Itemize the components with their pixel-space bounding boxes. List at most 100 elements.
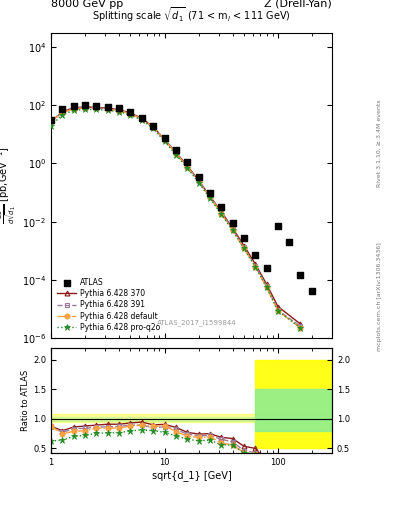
Pythia 6.428 391 (196, 178, 201, 184)
Pythia 6.428 391 (264, 283, 269, 289)
Pythia 6.428 pro-q2o (275, 308, 280, 314)
Pythia 6.428 370 (208, 193, 212, 199)
Pythia 6.428 pro-q2o (298, 325, 303, 331)
Pythia 6.428 370 (83, 104, 88, 110)
Pythia 6.428 391 (298, 323, 303, 329)
Text: ATLAS_2017_I1599844: ATLAS_2017_I1599844 (157, 319, 237, 326)
Pythia 6.428 391 (253, 263, 258, 269)
Pythia 6.428 pro-q2o (162, 138, 167, 144)
ATLAS (59, 105, 66, 113)
Text: Rivet 3.1.10, ≥ 3.4M events: Rivet 3.1.10, ≥ 3.4M events (377, 99, 382, 187)
Pythia 6.428 pro-q2o (140, 117, 144, 123)
Pythia 6.428 default (83, 105, 88, 111)
ATLAS (286, 238, 292, 246)
Pythia 6.428 391 (151, 124, 156, 131)
Pythia 6.428 370 (151, 124, 156, 130)
Pythia 6.428 default (208, 194, 212, 200)
Pythia 6.428 370 (71, 105, 76, 111)
ATLAS (116, 104, 122, 113)
ATLAS (218, 203, 224, 211)
Pythia 6.428 370 (128, 110, 133, 116)
Pythia 6.428 default (117, 108, 121, 114)
ATLAS (162, 134, 168, 142)
Pythia 6.428 370 (105, 105, 110, 111)
Pythia 6.428 default (105, 106, 110, 112)
Text: Splitting scale $\sqrt{d_1}$ (71 < m$_l$ < 111 GeV): Splitting scale $\sqrt{d_1}$ (71 < m$_l$… (92, 5, 291, 24)
Pythia 6.428 pro-q2o (49, 122, 53, 129)
Pythia 6.428 default (298, 325, 303, 331)
Pythia 6.428 pro-q2o (242, 245, 246, 251)
ATLAS (105, 103, 111, 111)
Pythia 6.428 391 (71, 105, 76, 111)
Pythia 6.428 pro-q2o (105, 108, 110, 114)
ATLAS (207, 188, 213, 197)
Pythia 6.428 pro-q2o (253, 264, 258, 270)
Pythia 6.428 default (253, 264, 258, 270)
Pythia 6.428 391 (230, 226, 235, 232)
Pythia 6.428 391 (49, 118, 53, 124)
ATLAS (309, 287, 315, 295)
Pythia 6.428 370 (49, 118, 53, 124)
Pythia 6.428 default (196, 178, 201, 184)
Line: Pythia 6.428 370: Pythia 6.428 370 (49, 104, 303, 327)
Y-axis label: $\frac{d\sigma}{d\sqrt{d_1}}$ [pb,GeV$^{-1}$]: $\frac{d\sigma}{d\sqrt{d_1}}$ [pb,GeV$^{… (0, 147, 19, 224)
Pythia 6.428 pro-q2o (230, 227, 235, 233)
Pythia 6.428 370 (298, 321, 303, 327)
Pythia 6.428 370 (253, 261, 258, 267)
Line: Pythia 6.428 default: Pythia 6.428 default (49, 105, 303, 330)
Pythia 6.428 391 (60, 109, 65, 115)
Pythia 6.428 391 (242, 244, 246, 250)
Pythia 6.428 pro-q2o (151, 125, 156, 132)
Pythia 6.428 default (140, 116, 144, 122)
Pythia 6.428 391 (162, 137, 167, 143)
Pythia 6.428 391 (174, 150, 178, 156)
ATLAS (275, 222, 281, 230)
Pythia 6.428 370 (174, 150, 178, 156)
Pythia 6.428 default (242, 245, 246, 251)
Text: mcplots.cern.ch [arXiv:1306.3436]: mcplots.cern.ch [arXiv:1306.3436] (377, 243, 382, 351)
Pythia 6.428 default (174, 151, 178, 157)
Pythia 6.428 pro-q2o (83, 106, 88, 113)
Line: Pythia 6.428 391: Pythia 6.428 391 (49, 105, 303, 329)
Pythia 6.428 default (151, 124, 156, 131)
Pythia 6.428 default (71, 106, 76, 112)
Pythia 6.428 pro-q2o (196, 180, 201, 186)
Pythia 6.428 391 (105, 105, 110, 112)
Pythia 6.428 pro-q2o (185, 164, 189, 170)
ATLAS (184, 158, 190, 166)
ATLAS (252, 251, 259, 259)
Pythia 6.428 default (60, 110, 65, 116)
Pythia 6.428 default (94, 105, 99, 111)
Pythia 6.428 391 (219, 209, 224, 216)
ATLAS (263, 264, 270, 272)
Pythia 6.428 370 (60, 109, 65, 115)
ATLAS (230, 219, 236, 227)
Pythia 6.428 391 (83, 104, 88, 111)
Pythia 6.428 370 (230, 225, 235, 231)
ATLAS (173, 146, 179, 155)
X-axis label: sqrt{d_1} [GeV]: sqrt{d_1} [GeV] (152, 470, 231, 481)
ATLAS (150, 121, 156, 130)
Pythia 6.428 pro-q2o (117, 109, 121, 115)
Pythia 6.428 pro-q2o (128, 112, 133, 118)
Pythia 6.428 391 (128, 111, 133, 117)
Pythia 6.428 default (185, 163, 189, 169)
Pythia 6.428 370 (219, 208, 224, 215)
ATLAS (127, 108, 134, 116)
Pythia 6.428 391 (117, 107, 121, 113)
Pythia 6.428 default (128, 111, 133, 117)
ATLAS (139, 114, 145, 122)
Pythia 6.428 pro-q2o (71, 108, 76, 114)
Pythia 6.428 default (275, 308, 280, 314)
Pythia 6.428 default (264, 284, 269, 290)
Pythia 6.428 pro-q2o (264, 284, 269, 290)
Pythia 6.428 pro-q2o (208, 195, 212, 201)
Pythia 6.428 pro-q2o (174, 152, 178, 158)
ATLAS (241, 233, 247, 242)
ATLAS (82, 101, 88, 110)
Line: Pythia 6.428 pro-q2o: Pythia 6.428 pro-q2o (48, 106, 304, 331)
Pythia 6.428 370 (140, 115, 144, 121)
Pythia 6.428 391 (275, 307, 280, 313)
Pythia 6.428 370 (264, 281, 269, 287)
ATLAS (196, 173, 202, 181)
